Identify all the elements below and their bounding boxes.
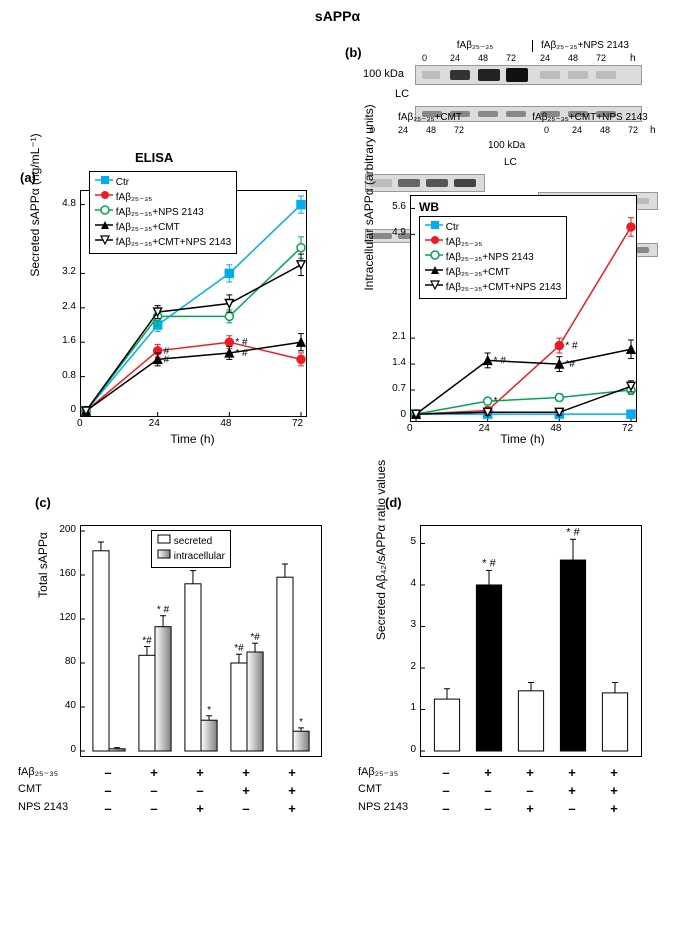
svg-text:* #: * # [494, 355, 507, 366]
svg-text:*: * [299, 717, 303, 728]
panel-c-ylabel: Total sAPPα [36, 490, 50, 640]
panel-b-xlabel: Time (h) [410, 432, 635, 446]
legend-label: fAβ₂₅₋₃₅+CMT+NPS 2143 [446, 282, 561, 293]
wb-lc-label2: LC [504, 157, 517, 168]
svg-text:* #: * # [157, 605, 170, 616]
wb-lc-label: LC [395, 88, 409, 100]
panel-b-ylabel: Intracellular sAPPα (arbitrary units) [362, 85, 376, 310]
wb-group4-label: fAβ₂₅₋₃₅+CMT+NPS 2143 [520, 112, 660, 123]
panel-b-chart: WB Ctr fAβ₂₅₋₃₅ fAβ₂₅₋₃₅+NPS 2143 fAβ₂₅₋… [410, 195, 637, 422]
wb-separator [532, 40, 533, 52]
legend-label: Ctr [116, 177, 129, 188]
wb-time-unit: h [630, 53, 636, 64]
svg-text:*#: *# [234, 643, 244, 654]
panel-a-xlabel: Time (h) [80, 432, 305, 446]
legend-label: fAβ₂₅₋₃₅ [446, 237, 483, 248]
svg-text:*: * [494, 396, 498, 407]
panel-a-ylabel: Secreted sAPPα (ng/mL⁻¹) [28, 105, 42, 305]
panel-a-legend: Ctr fAβ₂₅₋₃₅ fAβ₂₅₋₃₅+NPS 2143 fAβ₂₅₋₃₅+… [89, 171, 237, 254]
wb-mw-label: 100 kDa [363, 68, 404, 80]
legend-label: Ctr [446, 222, 459, 233]
wb-time-unit2: h [650, 125, 656, 136]
wb-group3-label: fAβ₂₅₋₃₅+CMT [370, 112, 490, 123]
panel-c-chart: secreted intracellular *#* #**#*#* [80, 525, 322, 757]
svg-text:#: # [164, 354, 170, 365]
wb-strip-3 [365, 174, 485, 192]
figure-container: { "figure_title": "sAPPα", "title_fontsi… [0, 0, 675, 935]
svg-text:* #: * # [482, 557, 496, 569]
svg-text:* #: * # [565, 341, 578, 352]
legend-label: fAβ₂₅₋₃₅+CMT [116, 222, 180, 233]
figure-title: sAPPα [0, 8, 675, 24]
panel-d-ylabel: Secreted Aβ₄₂/sAPPα ratio values [374, 450, 388, 650]
svg-text:* #: * # [235, 337, 248, 348]
wb-mw-label2: 100 kDa [488, 140, 525, 151]
svg-text:* #: * # [566, 526, 580, 538]
legend-label: fAβ₂₅₋₃₅+NPS 2143 [446, 252, 534, 263]
svg-text:*#: *# [142, 636, 152, 647]
panel-b-tag: (b) [345, 45, 362, 60]
wb-strip-1 [415, 65, 642, 85]
panel-d-svg: * # * # [421, 526, 641, 756]
legend-label: fAβ₂₅₋₃₅+NPS 2143 [116, 207, 204, 218]
legend-label: fAβ₂₅₋₃₅+CMT [446, 267, 510, 278]
wb-group2-label: fAβ₂₅₋₃₅+NPS 2143 [530, 40, 640, 51]
svg-text:*: * [207, 705, 211, 716]
legend-label: fAβ₂₅₋₃₅ [116, 192, 153, 203]
legend-label: fAβ₂₅₋₃₅+CMT+NPS 2143 [116, 237, 231, 248]
panel-c-svg: *# * # * *# *# * [81, 526, 321, 756]
panel-b-legend: Ctr fAβ₂₅₋₃₅ fAβ₂₅₋₃₅+NPS 2143 fAβ₂₅₋₃₅+… [419, 216, 567, 299]
panel-a-chart: Ctr fAβ₂₅₋₃₅ fAβ₂₅₋₃₅+NPS 2143 fAβ₂₅₋₃₅+… [80, 190, 307, 417]
svg-text:*#: *# [565, 359, 575, 370]
svg-text:* #: * # [235, 348, 248, 359]
svg-text:*#: *# [250, 632, 260, 643]
panel-a-subtitle: ELISA [135, 150, 173, 165]
panel-d-chart: * # * # [420, 525, 642, 757]
wb-group1-label: fAβ₂₅₋₃₅ [420, 40, 530, 51]
